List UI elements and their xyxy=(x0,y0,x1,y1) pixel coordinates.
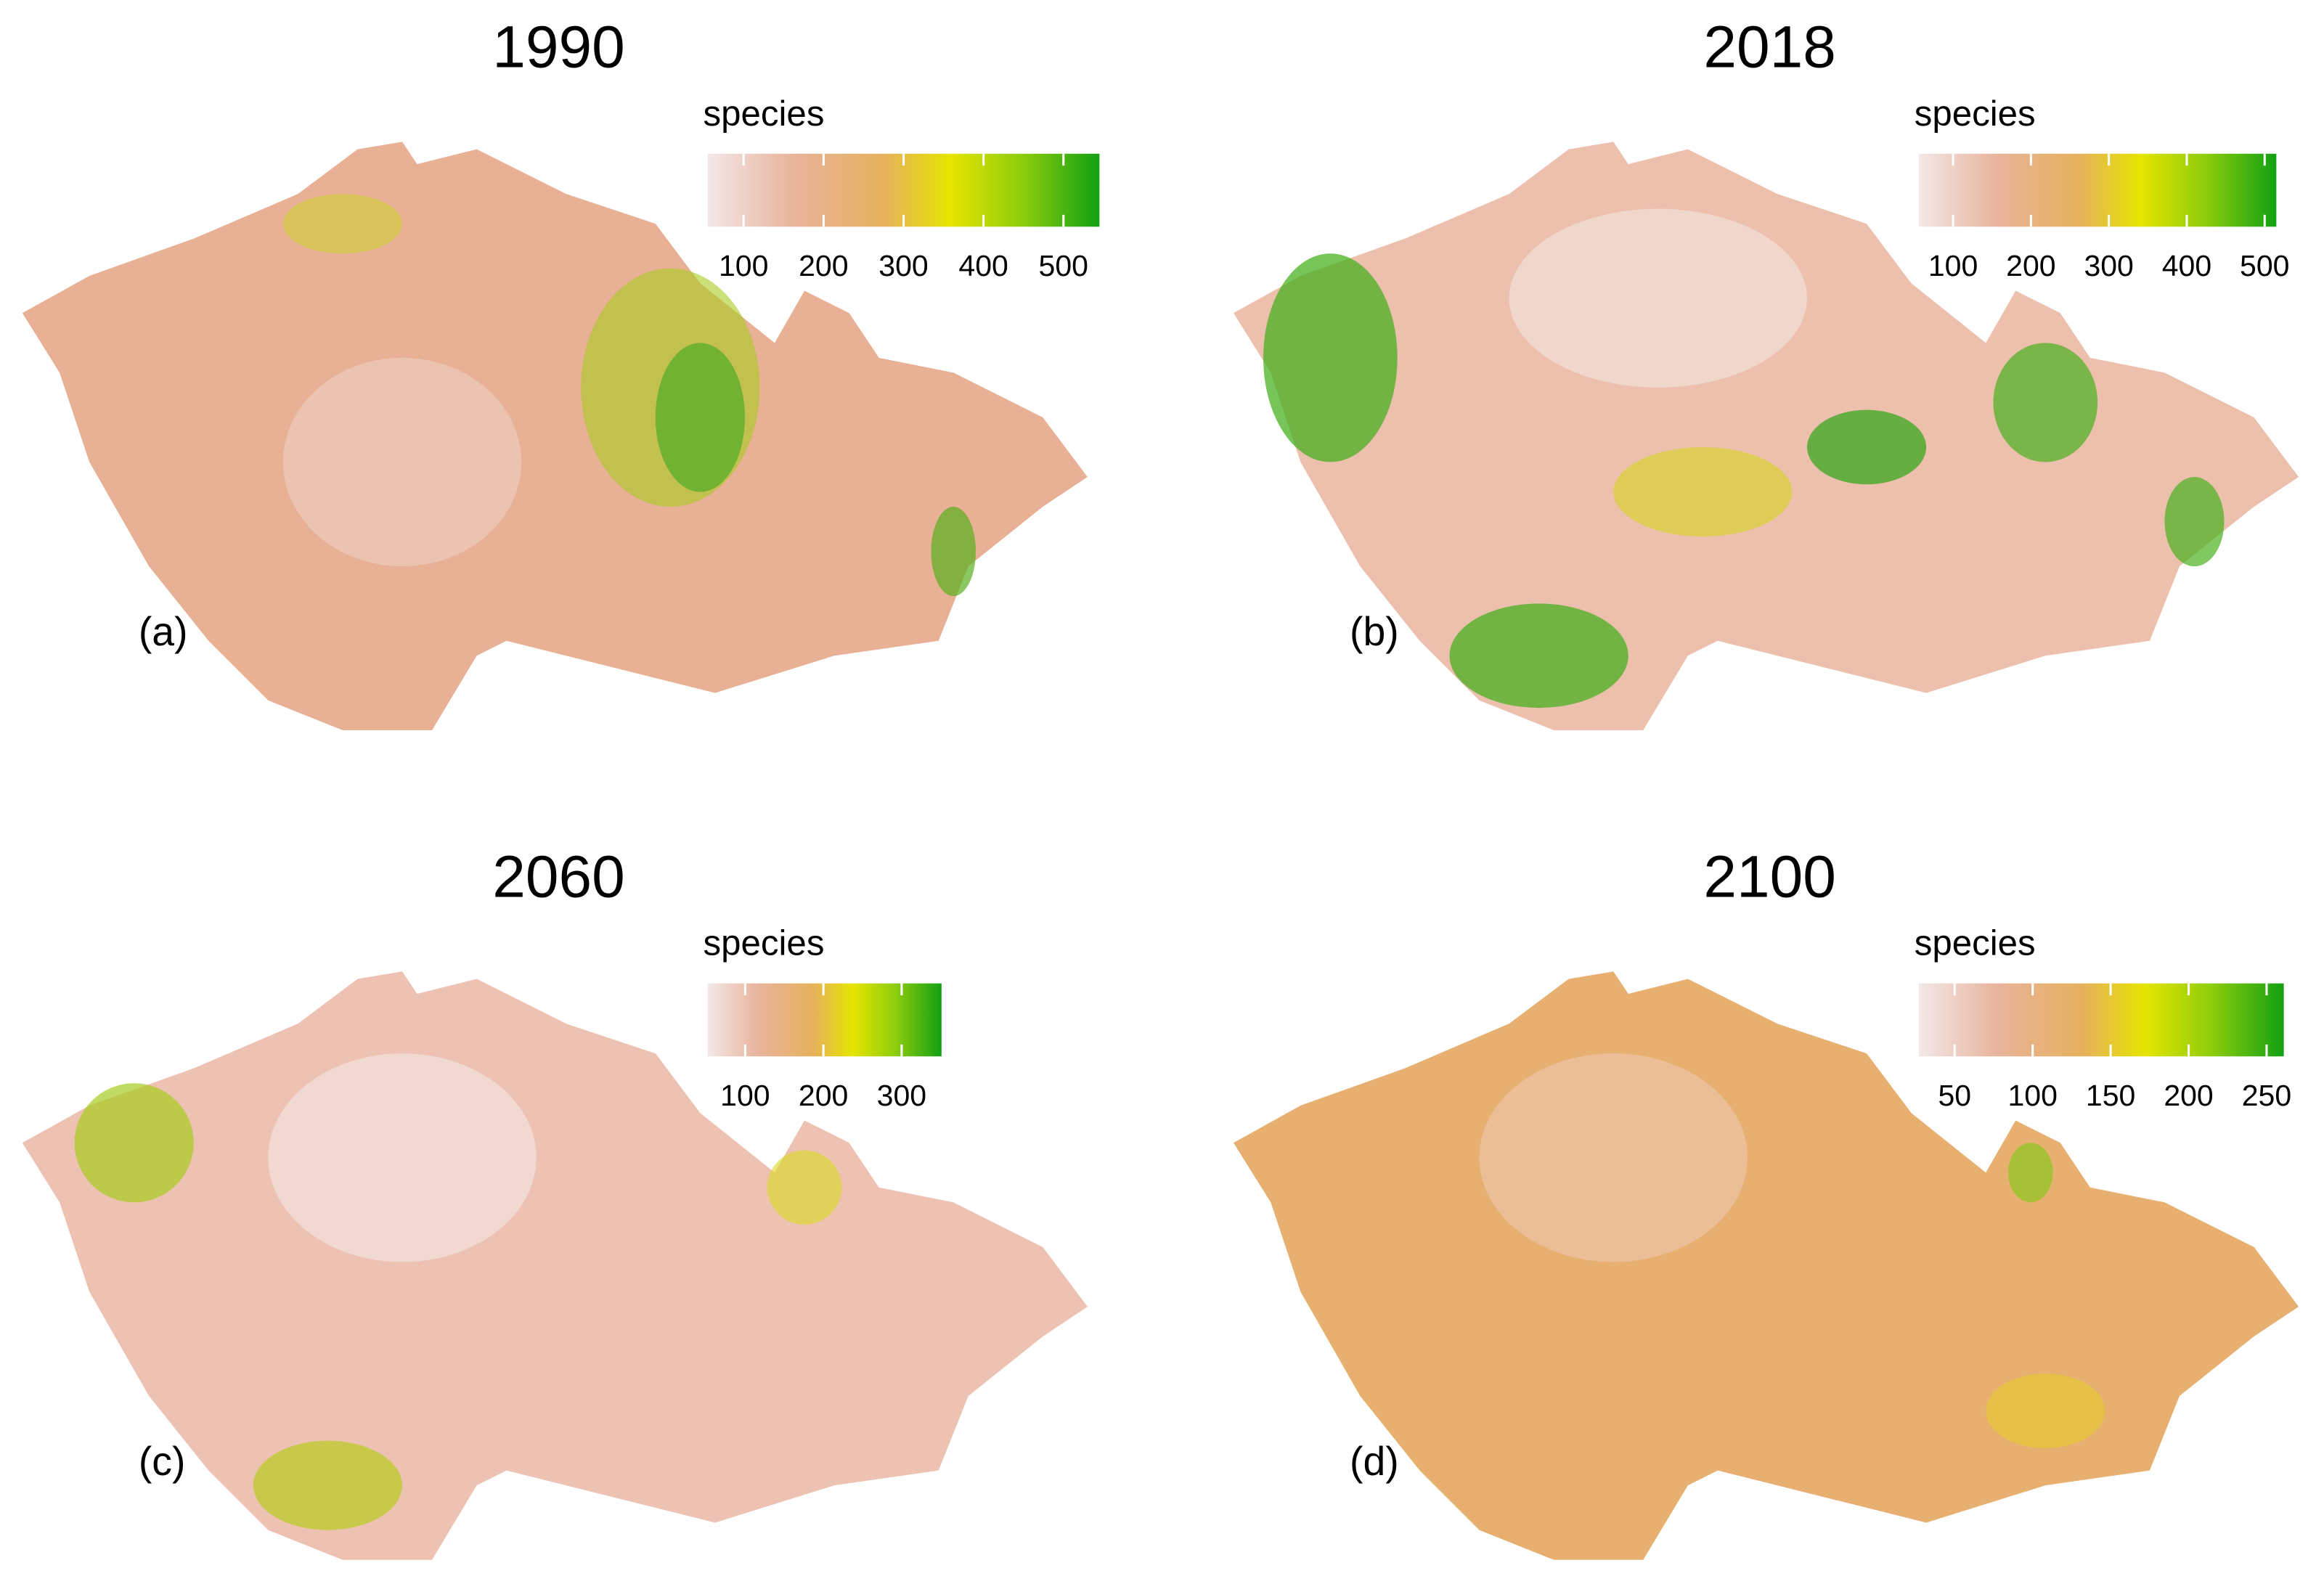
colorbar-tick-label: 300 xyxy=(878,249,928,282)
colorbar xyxy=(707,983,942,1057)
map-b xyxy=(1233,142,2299,730)
colorbar-tick-label: 100 xyxy=(720,1079,770,1112)
colorbar-tick-label: 150 xyxy=(2086,1079,2135,1112)
colorbar-tick-label: 500 xyxy=(2240,249,2289,282)
colorbar-tick-label: 300 xyxy=(2084,249,2133,282)
panel-title: 2060 xyxy=(492,844,625,910)
panel-label: (b) xyxy=(1350,609,1399,654)
colorbar-tick-label: 100 xyxy=(1928,249,1978,282)
colorbar-tick-label: 400 xyxy=(2162,249,2211,282)
panel-label: (d) xyxy=(1350,1439,1399,1484)
colorbar-tick-label: 100 xyxy=(2007,1079,2057,1112)
legend-title: species xyxy=(1915,94,2036,134)
map-d xyxy=(1233,971,2299,1560)
colorbar xyxy=(707,153,1100,227)
colorbar-tick-label: 200 xyxy=(2006,249,2055,282)
panel-label: (c) xyxy=(139,1439,186,1484)
map-c xyxy=(22,971,1088,1560)
colorbar xyxy=(1918,983,2284,1057)
colorbar-tick-label: 500 xyxy=(1039,249,1088,282)
colorbar-tick-label: 300 xyxy=(877,1079,926,1112)
colorbar-tick-label: 200 xyxy=(799,1079,848,1112)
colorbar-tick-label: 250 xyxy=(2242,1079,2291,1112)
legend-title: species xyxy=(704,923,825,963)
colorbar xyxy=(1918,153,2277,227)
colorbar-tick-label: 200 xyxy=(2164,1079,2213,1112)
legend-title: species xyxy=(704,94,825,134)
colorbar-tick-label: 200 xyxy=(799,249,848,282)
colorbar-tick-label: 50 xyxy=(1938,1079,1971,1112)
panel-label: (a) xyxy=(139,609,188,654)
panel-title: 2018 xyxy=(1703,15,1836,81)
panel-title: 1990 xyxy=(492,15,625,81)
map-a xyxy=(22,142,1088,730)
legend-title: species xyxy=(1915,923,2036,963)
colorbar-tick-label: 400 xyxy=(958,249,1008,282)
colorbar-tick-label: 100 xyxy=(719,249,768,282)
panel-title: 2100 xyxy=(1703,844,1836,910)
